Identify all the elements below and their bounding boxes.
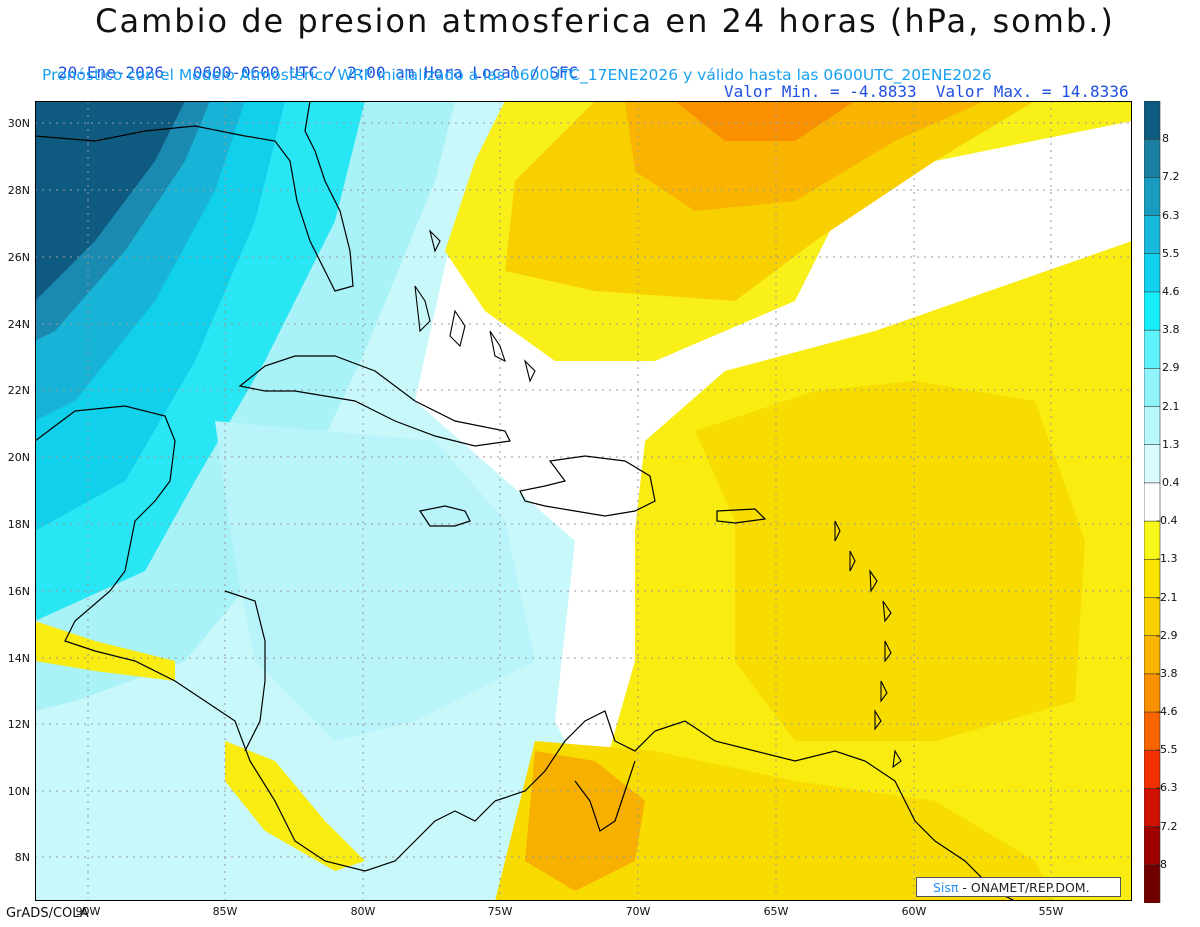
shade-darkest-blue-west — [35, 101, 185, 301]
puerto-rico-coast — [716, 508, 767, 524]
colorbar-label: 1.3 — [1162, 437, 1180, 451]
colorbar-label: -4.6 — [1156, 705, 1178, 718]
colorbar-swatch — [1144, 253, 1161, 293]
lon-label: 65W — [763, 905, 789, 918]
map-title: Cambio de presion atmosferica en 24 hora… — [95, 2, 1115, 40]
colorbar-label: -0.4 — [1156, 514, 1178, 528]
lat-label: 16N — [7, 585, 30, 598]
coastlines — [35, 101, 1016, 901]
shade-gold-east — [695, 381, 1085, 741]
lat-label: 24N — [7, 318, 30, 331]
colorbar-label: -5.5 — [1156, 743, 1178, 757]
lon-label: 90W — [75, 905, 101, 918]
colorbar — [1144, 101, 1161, 903]
lon-label: 80W — [350, 905, 376, 918]
lat-label: 18N — [7, 518, 30, 531]
shade-yellow-central-america — [35, 621, 175, 681]
colorbar-label: 8 — [1162, 132, 1169, 146]
credit-text: - ONAMET/REP.DOM. — [958, 880, 1090, 895]
lat-label: 20N — [7, 451, 30, 464]
colorbar-label: -2.1 — [1156, 590, 1178, 604]
cuba-coast — [238, 355, 511, 447]
colorbar-label: 3.8 — [1162, 323, 1180, 337]
lon-label: 55W — [1038, 905, 1064, 918]
colorbar-label: 0.4 — [1162, 475, 1180, 489]
shade-yellow-central-america-2 — [225, 741, 365, 871]
colorbar-label: 7.2 — [1162, 170, 1180, 184]
pressure-change-map — [35, 101, 1132, 901]
lat-label: 12N — [7, 718, 30, 731]
colorbar-label: 4.6 — [1162, 285, 1180, 298]
shade-light-blue-caribbean — [215, 421, 535, 741]
lat-label: 30N — [7, 117, 30, 130]
colorbar-swatch — [1144, 138, 1161, 179]
lat-label: 22N — [7, 384, 30, 397]
lat-label: 8N — [14, 851, 30, 864]
lon-label: 85W — [212, 905, 238, 918]
south-america-coast — [494, 710, 1016, 901]
hispaniola-coast — [519, 455, 656, 517]
colorbar-label: -7.2 — [1156, 819, 1178, 833]
colorbar-swatch — [1144, 291, 1161, 331]
min-max-values: Valor Min. = -4.8833 Valor Max. = 14.833… — [724, 82, 1129, 101]
colorbar-label: 2.1 — [1162, 399, 1180, 413]
lat-label: 10N — [7, 785, 30, 798]
colorbar-label: 6.3 — [1162, 208, 1180, 222]
lat-label: 14N — [7, 652, 30, 665]
jamaica-coast — [419, 505, 471, 527]
lat-label: 28N — [7, 184, 30, 197]
lat-label: 26N — [7, 251, 30, 264]
colorbar-swatch — [1144, 864, 1161, 903]
map-frame — [35, 101, 1132, 901]
lon-label: 70W — [625, 905, 651, 918]
colorbar-swatch — [1144, 406, 1161, 446]
nicaragua-coast — [224, 590, 266, 752]
bahamas-and-lesser-antilles — [414, 229, 902, 769]
shade-dark-orange-atlantic — [675, 101, 855, 141]
colorbar-swatch — [1144, 215, 1161, 255]
colorbar-label: -2.9 — [1156, 628, 1178, 642]
colorbar-label: -6.3 — [1156, 781, 1178, 795]
credit-box: Sisπ - ONAMET/REP.DOM. — [916, 877, 1121, 897]
yucatan-central-america-coast — [35, 405, 496, 872]
lon-label: 75W — [487, 905, 513, 918]
colorbar-swatch — [1144, 444, 1161, 484]
florida-gulf-coast — [35, 101, 354, 292]
colorbar-swatch — [1144, 368, 1161, 408]
shade-orange-south — [525, 751, 645, 891]
valid-time-text: 20-Ene-2026 0600-0600 UTC / 2:00 am Hora… — [58, 63, 579, 82]
grads-footer: GrADS/COLA — [6, 906, 89, 921]
lon-label: 60W — [901, 905, 927, 918]
colorbar-swatch — [1144, 177, 1161, 217]
colorbar-label: -3.8 — [1156, 666, 1178, 680]
venezuela-gulf-coast — [574, 760, 636, 832]
model-info-line: Pronóstico con el Modelo Atmosférico WRF… — [42, 66, 992, 84]
colorbar-label: -8 — [1156, 857, 1167, 871]
colorbar-swatch — [1144, 329, 1161, 370]
colorbar-swatch — [1144, 101, 1161, 140]
colorbar-label: 5.5 — [1162, 246, 1180, 260]
lat-lon-grid — [35, 101, 1132, 901]
colorbar-label: 2.9 — [1162, 361, 1180, 375]
sispi-logo: Sisπ — [933, 880, 959, 895]
valid-time-line: 20-Ene-2026 0600-0600 UTC / 2:00 am Hora… — [0, 44, 1200, 101]
colorbar-label: -1.3 — [1156, 552, 1178, 566]
